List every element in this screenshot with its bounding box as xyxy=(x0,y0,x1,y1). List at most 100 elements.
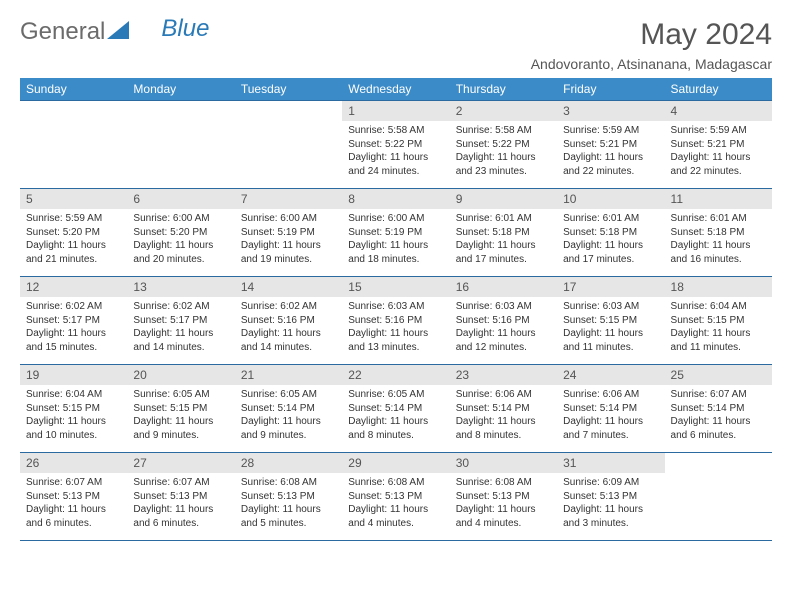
day-number: 16 xyxy=(450,277,557,297)
calendar-cell: 24Sunrise: 6:06 AMSunset: 5:14 PMDayligh… xyxy=(557,365,664,453)
day-body: Sunrise: 6:04 AMSunset: 5:15 PMDaylight:… xyxy=(665,297,772,358)
calendar-cell: 5Sunrise: 5:59 AMSunset: 5:20 PMDaylight… xyxy=(20,189,127,277)
calendar-week-row: 5Sunrise: 5:59 AMSunset: 5:20 PMDaylight… xyxy=(20,189,772,277)
day-body: Sunrise: 6:05 AMSunset: 5:14 PMDaylight:… xyxy=(235,385,342,446)
weekday-header: Tuesday xyxy=(235,78,342,101)
day-number: 18 xyxy=(665,277,772,297)
calendar-week-row: 19Sunrise: 6:04 AMSunset: 5:15 PMDayligh… xyxy=(20,365,772,453)
day-number: 7 xyxy=(235,189,342,209)
weekday-header: Thursday xyxy=(450,78,557,101)
day-number: 24 xyxy=(557,365,664,385)
day-number: 5 xyxy=(20,189,127,209)
calendar-cell: 21Sunrise: 6:05 AMSunset: 5:14 PMDayligh… xyxy=(235,365,342,453)
calendar-week-row: 26Sunrise: 6:07 AMSunset: 5:13 PMDayligh… xyxy=(20,453,772,541)
brand-triangle-icon xyxy=(107,18,129,46)
location: Andovoranto, Atsinanana, Madagascar xyxy=(531,56,772,72)
calendar-cell: 27Sunrise: 6:07 AMSunset: 5:13 PMDayligh… xyxy=(127,453,234,541)
calendar-cell: 31Sunrise: 6:09 AMSunset: 5:13 PMDayligh… xyxy=(557,453,664,541)
day-body: Sunrise: 6:05 AMSunset: 5:14 PMDaylight:… xyxy=(342,385,449,446)
day-number: 20 xyxy=(127,365,234,385)
calendar-cell: 30Sunrise: 6:08 AMSunset: 5:13 PMDayligh… xyxy=(450,453,557,541)
weekday-header: Saturday xyxy=(665,78,772,101)
calendar-cell: 23Sunrise: 6:06 AMSunset: 5:14 PMDayligh… xyxy=(450,365,557,453)
calendar-cell: 17Sunrise: 6:03 AMSunset: 5:15 PMDayligh… xyxy=(557,277,664,365)
day-number: 26 xyxy=(20,453,127,473)
day-number: 17 xyxy=(557,277,664,297)
day-number: 2 xyxy=(450,101,557,121)
day-body: Sunrise: 6:02 AMSunset: 5:17 PMDaylight:… xyxy=(20,297,127,358)
day-body: Sunrise: 6:00 AMSunset: 5:20 PMDaylight:… xyxy=(127,209,234,270)
day-number: 13 xyxy=(127,277,234,297)
calendar-cell: 29Sunrise: 6:08 AMSunset: 5:13 PMDayligh… xyxy=(342,453,449,541)
day-body: Sunrise: 6:07 AMSunset: 5:14 PMDaylight:… xyxy=(665,385,772,446)
day-number: 8 xyxy=(342,189,449,209)
calendar-cell: 4Sunrise: 5:59 AMSunset: 5:21 PMDaylight… xyxy=(665,101,772,189)
calendar-cell: 20Sunrise: 6:05 AMSunset: 5:15 PMDayligh… xyxy=(127,365,234,453)
day-number: 9 xyxy=(450,189,557,209)
calendar-cell: 25Sunrise: 6:07 AMSunset: 5:14 PMDayligh… xyxy=(665,365,772,453)
day-number: 1 xyxy=(342,101,449,121)
calendar-cell xyxy=(20,101,127,189)
day-body: Sunrise: 6:04 AMSunset: 5:15 PMDaylight:… xyxy=(20,385,127,446)
day-body: Sunrise: 6:03 AMSunset: 5:16 PMDaylight:… xyxy=(450,297,557,358)
day-number: 19 xyxy=(20,365,127,385)
day-number: 25 xyxy=(665,365,772,385)
day-body: Sunrise: 6:02 AMSunset: 5:16 PMDaylight:… xyxy=(235,297,342,358)
calendar-cell: 14Sunrise: 6:02 AMSunset: 5:16 PMDayligh… xyxy=(235,277,342,365)
brand-word2: Blue xyxy=(161,15,209,43)
calendar-cell: 26Sunrise: 6:07 AMSunset: 5:13 PMDayligh… xyxy=(20,453,127,541)
day-number: 3 xyxy=(557,101,664,121)
day-body: Sunrise: 6:08 AMSunset: 5:13 PMDaylight:… xyxy=(342,473,449,534)
calendar-cell: 13Sunrise: 6:02 AMSunset: 5:17 PMDayligh… xyxy=(127,277,234,365)
weekday-header: Monday xyxy=(127,78,234,101)
calendar-cell: 8Sunrise: 6:00 AMSunset: 5:19 PMDaylight… xyxy=(342,189,449,277)
header: General Blue May 2024 Andovoranto, Atsin… xyxy=(20,18,772,72)
day-number: 4 xyxy=(665,101,772,121)
day-number: 21 xyxy=(235,365,342,385)
calendar-cell: 9Sunrise: 6:01 AMSunset: 5:18 PMDaylight… xyxy=(450,189,557,277)
day-number: 10 xyxy=(557,189,664,209)
day-number: 29 xyxy=(342,453,449,473)
day-body: Sunrise: 6:01 AMSunset: 5:18 PMDaylight:… xyxy=(557,209,664,270)
title-block: May 2024 Andovoranto, Atsinanana, Madaga… xyxy=(531,18,772,72)
day-number: 31 xyxy=(557,453,664,473)
day-number: 12 xyxy=(20,277,127,297)
month-title: May 2024 xyxy=(531,18,772,52)
calendar-cell: 2Sunrise: 5:58 AMSunset: 5:22 PMDaylight… xyxy=(450,101,557,189)
day-number: 11 xyxy=(665,189,772,209)
day-body: Sunrise: 6:02 AMSunset: 5:17 PMDaylight:… xyxy=(127,297,234,358)
day-body: Sunrise: 5:58 AMSunset: 5:22 PMDaylight:… xyxy=(342,121,449,182)
weekday-header: Friday xyxy=(557,78,664,101)
calendar-cell: 18Sunrise: 6:04 AMSunset: 5:15 PMDayligh… xyxy=(665,277,772,365)
day-body: Sunrise: 6:00 AMSunset: 5:19 PMDaylight:… xyxy=(235,209,342,270)
weekday-header: Sunday xyxy=(20,78,127,101)
calendar-cell: 3Sunrise: 5:59 AMSunset: 5:21 PMDaylight… xyxy=(557,101,664,189)
weekday-header: Wednesday xyxy=(342,78,449,101)
day-body: Sunrise: 6:09 AMSunset: 5:13 PMDaylight:… xyxy=(557,473,664,534)
day-number: 23 xyxy=(450,365,557,385)
calendar-cell: 22Sunrise: 6:05 AMSunset: 5:14 PMDayligh… xyxy=(342,365,449,453)
calendar-week-row: 12Sunrise: 6:02 AMSunset: 5:17 PMDayligh… xyxy=(20,277,772,365)
calendar-cell: 12Sunrise: 6:02 AMSunset: 5:17 PMDayligh… xyxy=(20,277,127,365)
calendar-cell xyxy=(235,101,342,189)
calendar-cell: 28Sunrise: 6:08 AMSunset: 5:13 PMDayligh… xyxy=(235,453,342,541)
day-body: Sunrise: 6:08 AMSunset: 5:13 PMDaylight:… xyxy=(450,473,557,534)
weekday-header-row: SundayMondayTuesdayWednesdayThursdayFrid… xyxy=(20,78,772,101)
day-body: Sunrise: 5:59 AMSunset: 5:21 PMDaylight:… xyxy=(557,121,664,182)
day-number: 27 xyxy=(127,453,234,473)
calendar-table: SundayMondayTuesdayWednesdayThursdayFrid… xyxy=(20,78,772,541)
day-body: Sunrise: 6:00 AMSunset: 5:19 PMDaylight:… xyxy=(342,209,449,270)
calendar-cell: 16Sunrise: 6:03 AMSunset: 5:16 PMDayligh… xyxy=(450,277,557,365)
day-number: 15 xyxy=(342,277,449,297)
day-body: Sunrise: 6:01 AMSunset: 5:18 PMDaylight:… xyxy=(665,209,772,270)
day-body: Sunrise: 6:05 AMSunset: 5:15 PMDaylight:… xyxy=(127,385,234,446)
day-body: Sunrise: 6:06 AMSunset: 5:14 PMDaylight:… xyxy=(450,385,557,446)
day-number: 22 xyxy=(342,365,449,385)
day-body: Sunrise: 6:07 AMSunset: 5:13 PMDaylight:… xyxy=(20,473,127,534)
calendar-cell: 1Sunrise: 5:58 AMSunset: 5:22 PMDaylight… xyxy=(342,101,449,189)
day-body: Sunrise: 6:07 AMSunset: 5:13 PMDaylight:… xyxy=(127,473,234,534)
calendar-cell: 6Sunrise: 6:00 AMSunset: 5:20 PMDaylight… xyxy=(127,189,234,277)
day-number: 28 xyxy=(235,453,342,473)
day-number: 30 xyxy=(450,453,557,473)
day-body: Sunrise: 6:06 AMSunset: 5:14 PMDaylight:… xyxy=(557,385,664,446)
